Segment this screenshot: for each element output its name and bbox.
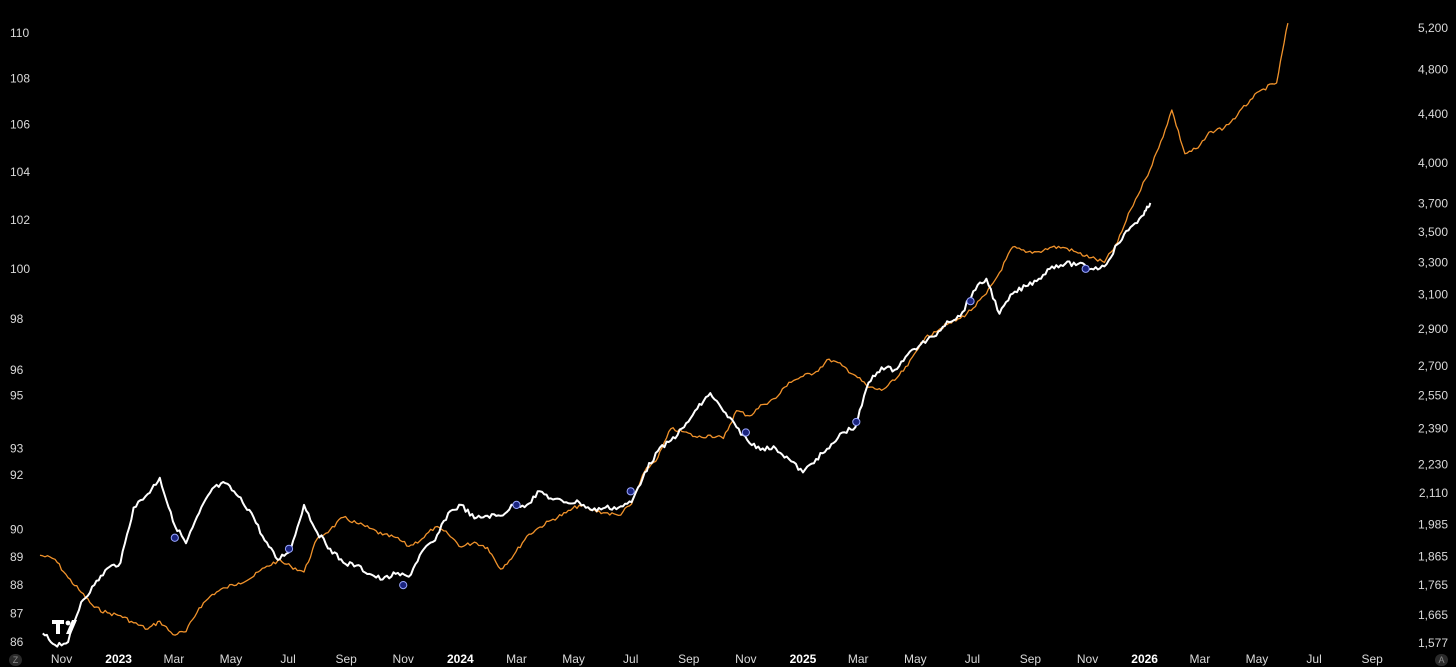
corner-badge-right[interactable]: A	[1435, 654, 1448, 666]
left-axis-tick-label: 93	[10, 441, 24, 455]
x-axis-tick-label: Jul	[1306, 652, 1321, 666]
x-axis-tick-label: Sep	[678, 652, 700, 666]
x-axis-tick-label: Mar	[1190, 652, 1211, 666]
right-axis-tick-label: 2,390	[1418, 422, 1448, 436]
left-axis-tick-label: 90	[10, 523, 24, 537]
left-axis-tick-label: 100	[10, 262, 30, 276]
left-axis-tick-label: 95	[10, 389, 24, 403]
x-axis-tick-label: Jul	[280, 652, 295, 666]
corner-badge-left[interactable]: Z	[9, 654, 22, 666]
marker-layer	[170, 264, 1090, 590]
event-marker[interactable]	[170, 533, 179, 542]
x-axis-tick-label: Nov	[393, 652, 414, 666]
right-axis-tick-label: 2,550	[1418, 388, 1448, 402]
series-layer	[39, 22, 1289, 648]
left-axis-tick-label: 86	[10, 635, 24, 649]
x-axis-tick-label: May	[904, 652, 927, 666]
left-axis-tick-label: 110	[10, 26, 29, 40]
x-axis-tick-label: Sep	[335, 652, 357, 666]
right-axis-tick-label: 2,110	[1419, 486, 1448, 500]
x-axis-tick-label: May	[220, 652, 243, 666]
x-axis-tick-label: Mar	[848, 652, 869, 666]
x-axis-tick-label: 2025	[790, 652, 817, 666]
event-marker[interactable]	[399, 581, 408, 590]
x-axis-tick-label: Jul	[623, 652, 638, 666]
corner-label-right: A	[1438, 655, 1444, 665]
left-axis-tick-label: 98	[10, 312, 24, 326]
x-axis-tick-label: Nov	[51, 652, 72, 666]
right-axis-tick-label: 4,000	[1418, 156, 1448, 170]
corner-label-left: Z	[13, 655, 19, 665]
x-axis-tick-label: May	[1246, 652, 1269, 666]
x-axis-tick-label: May	[562, 652, 585, 666]
x-axis-tick-label: Sep	[1361, 652, 1383, 666]
x-axis-tick-label: Sep	[1020, 652, 1042, 666]
left-axis-tick-label: 88	[10, 578, 24, 592]
event-marker[interactable]	[626, 487, 635, 496]
right-axis-tick-label: 1,765	[1418, 578, 1448, 592]
event-marker[interactable]	[512, 500, 521, 509]
x-axis-tick-label: Nov	[735, 652, 756, 666]
event-marker[interactable]	[852, 417, 861, 427]
tradingview-logo	[52, 620, 77, 634]
right-axis-tick-label: 2,900	[1418, 322, 1448, 336]
x-axis-tick-label: Mar	[164, 652, 185, 666]
left-axis-tick-label: 87	[10, 606, 24, 620]
left-axis-tick-label: 96	[10, 363, 24, 377]
right-y-axis: 1,577 1,665 1,765 1,865 1,985 2,110 2,230 2,390…	[1418, 21, 1448, 650]
right-axis-tick-label: 2,230	[1418, 457, 1448, 471]
series-line-orange	[39, 22, 1289, 636]
right-axis-tick-label: 1,985	[1418, 517, 1448, 531]
left-axis-tick-label: 104	[10, 165, 30, 179]
right-axis-tick-label: 1,865	[1418, 550, 1448, 564]
series-line-white	[42, 202, 1152, 648]
left-axis-tick-label: 92	[10, 468, 24, 482]
left-axis-tick-label: 89	[10, 550, 24, 564]
event-marker[interactable]	[966, 297, 975, 306]
x-axis: Nov 2023 Mar May Jul Sep Nov 2024 Mar May Jul Sep No…	[51, 652, 1383, 666]
right-axis-tick-label: 3,100	[1418, 288, 1448, 302]
right-axis-tick-label: 1,577	[1418, 636, 1448, 650]
x-axis-tick-label: Nov	[1077, 652, 1098, 666]
right-axis-tick-label: 2,700	[1418, 359, 1448, 373]
right-axis-tick-label: 5,200	[1418, 21, 1448, 35]
left-axis-tick-label: 106	[10, 118, 30, 132]
event-marker[interactable]	[741, 428, 750, 437]
x-axis-tick-label: 2023	[105, 652, 132, 666]
right-axis-tick-label: 3,500	[1418, 225, 1448, 239]
right-axis-tick-label: 3,300	[1418, 255, 1448, 269]
x-axis-tick-label: 2026	[1131, 652, 1158, 666]
right-axis-tick-label: 4,400	[1418, 107, 1448, 121]
x-axis-tick-label: Mar	[506, 652, 527, 666]
right-axis-tick-label: 1,665	[1418, 608, 1448, 622]
event-marker[interactable]	[1081, 264, 1090, 273]
left-axis-tick-label: 108	[10, 71, 30, 85]
right-axis-tick-label: 3,700	[1418, 196, 1448, 210]
x-axis-tick-label: 2024	[447, 652, 474, 666]
left-axis-tick-label: 102	[10, 213, 30, 227]
x-axis-tick-label: Jul	[965, 652, 980, 666]
right-axis-tick-label: 4,800	[1418, 62, 1448, 76]
event-marker[interactable]	[284, 544, 294, 553]
left-y-axis: 86 87 88 89 90 92 93 95 96 98 100 102 104 106 108 110	[10, 26, 30, 649]
